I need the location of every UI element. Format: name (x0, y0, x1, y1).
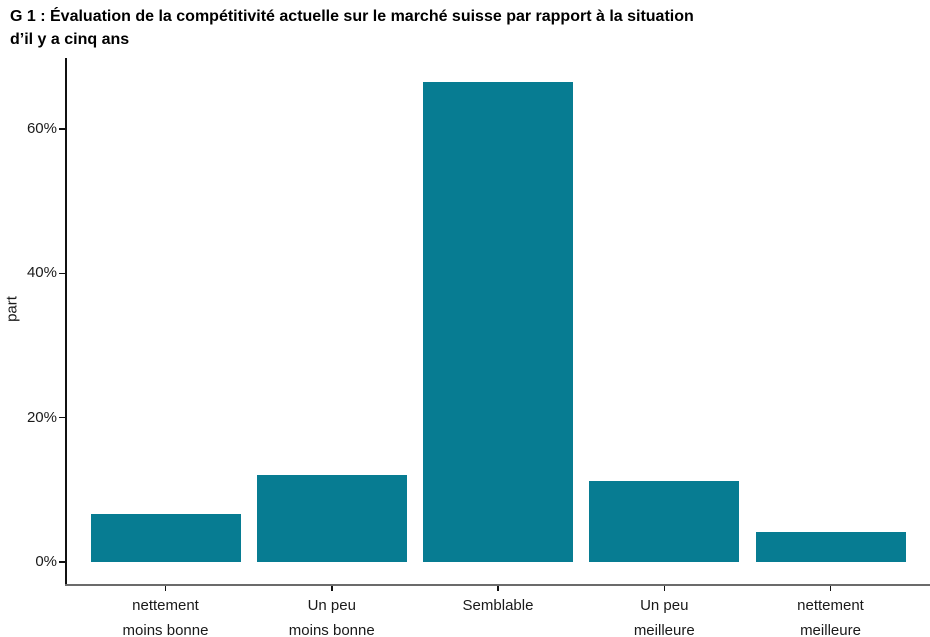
y-tick-label: 40% (26, 264, 57, 282)
bar-nettement-meilleure (755, 531, 906, 562)
x-tick-label-line: moins bonne (288, 622, 375, 637)
y-tick-mark (59, 272, 66, 275)
y-tick-label: 0% (35, 553, 57, 570)
x-tick-mark (331, 586, 333, 591)
bar-semblable (423, 82, 573, 562)
x-tick-label: Un peu meilleure (579, 593, 749, 637)
x-tick-label-line: nettement (132, 597, 199, 614)
x-tick-label-line: nettement (797, 597, 864, 614)
y-tick-mark (59, 561, 66, 563)
x-tick-label-line: Semblable (462, 597, 534, 614)
y-tick-mark (59, 416, 66, 419)
bar-un-peu-moins-bonne (256, 474, 407, 562)
x-axis-line (65, 584, 930, 586)
x-tick-label-line: Un peu (640, 597, 689, 614)
bar-un-peu-meilleure (589, 481, 740, 562)
x-tick-label-line: Un peu (307, 597, 356, 614)
y-tick-label: 20% (26, 408, 57, 426)
chart-title-line2: d’il y a cinq ans (10, 31, 130, 48)
x-tick-label: nettement moins bonne (81, 593, 251, 637)
x-tick-mark (663, 586, 665, 591)
x-tick-label: nettement meilleure (746, 593, 916, 637)
x-tick-label: Un peu moins bonne (247, 593, 417, 637)
y-axis-line (65, 58, 67, 584)
chart-title-line1: G 1 : Évaluation de la compétitivité act… (10, 8, 694, 25)
y-axis-title: part (3, 296, 21, 322)
x-tick-label-line: meilleure (800, 622, 861, 637)
x-tick-label-line: meilleure (633, 622, 695, 637)
chart-title: G 1 : Évaluation de la compétitivité act… (10, 5, 910, 51)
y-tick-label: 60% (26, 120, 57, 138)
x-tick-mark (829, 586, 832, 591)
x-tick-mark (497, 586, 499, 591)
bar-nettement-moins-bonne (90, 514, 241, 562)
y-tick-mark (59, 128, 66, 130)
x-tick-mark (164, 586, 167, 591)
x-tick-label: Semblable (413, 593, 583, 618)
x-tick-label-line: moins bonne (122, 622, 209, 637)
